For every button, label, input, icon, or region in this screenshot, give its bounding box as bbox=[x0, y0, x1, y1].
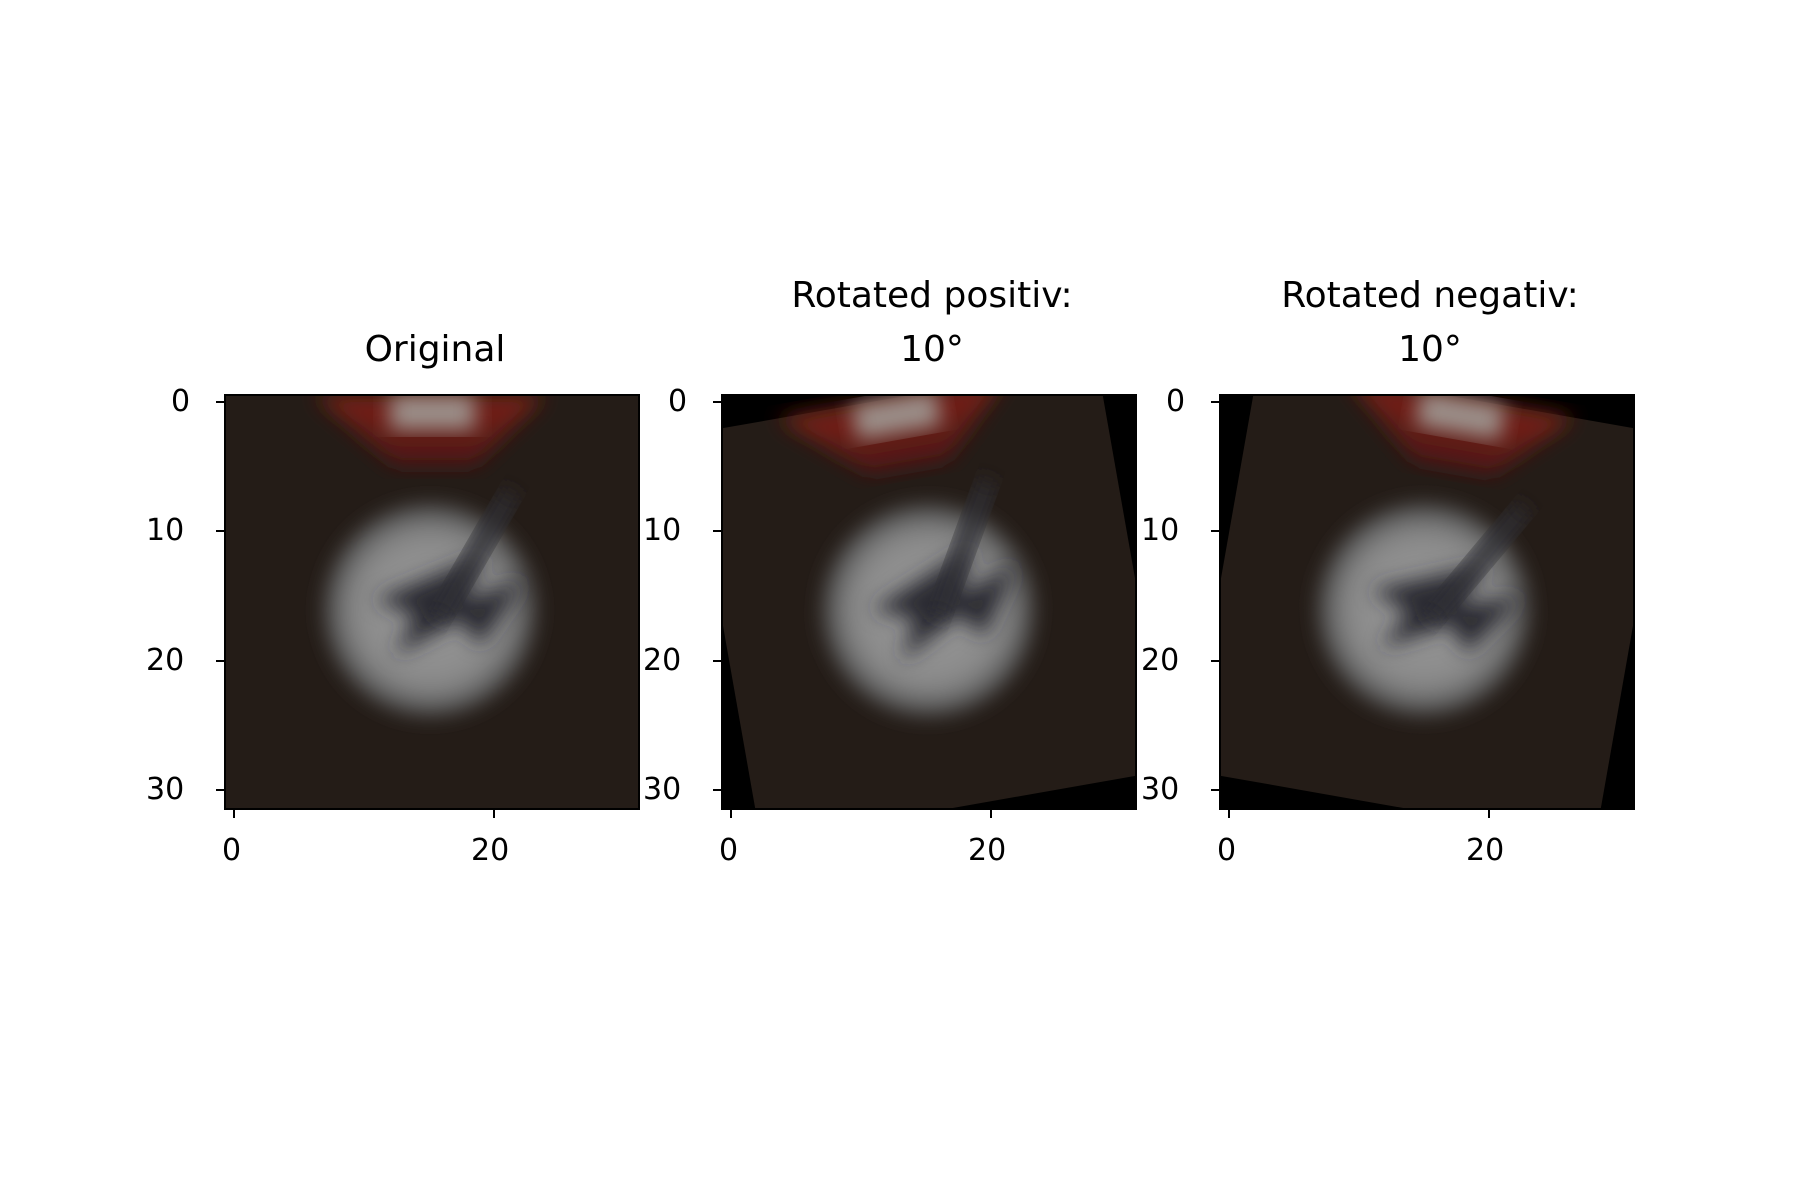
panel-1-ticks bbox=[216, 401, 495, 818]
panel-1-frame bbox=[224, 394, 640, 810]
panel-2-frame bbox=[721, 394, 1137, 810]
panel-3-ytick-0: 0 bbox=[1166, 384, 1186, 419]
panel-3-image bbox=[1187, 362, 1667, 842]
panel-2-title-line1: Rotated positiv: bbox=[791, 275, 1073, 316]
panel-2-ytick-10: 10 bbox=[643, 513, 682, 548]
panel-2-xtick-20: 20 bbox=[968, 833, 1007, 868]
panel-3-title-line2: 10° bbox=[1398, 329, 1462, 370]
panel-2-ticks bbox=[713, 401, 992, 818]
panel-1-xtick-20: 20 bbox=[471, 833, 510, 868]
panel-2-image bbox=[689, 362, 1169, 842]
panel-2-ytick-0: 0 bbox=[668, 384, 688, 419]
panel-3-ytick-30: 30 bbox=[1141, 772, 1180, 807]
panel-1-ytick-30: 30 bbox=[146, 772, 185, 807]
panel-2-title-line2: 10° bbox=[900, 329, 964, 370]
panel-1-ytick-10: 10 bbox=[146, 513, 185, 548]
panel-2-ytick-20: 20 bbox=[643, 643, 682, 678]
panel-1-ytick-0: 0 bbox=[171, 384, 191, 419]
panel-1-xtick-0: 0 bbox=[222, 833, 242, 868]
panel-2-xtick-0: 0 bbox=[719, 833, 739, 868]
panel-3-xtick-0: 0 bbox=[1217, 833, 1237, 868]
panel-3-title-line1: Rotated negativ: bbox=[1281, 275, 1579, 316]
panel-3-ytick-20: 20 bbox=[1141, 643, 1180, 678]
panel-3-frame bbox=[1219, 394, 1635, 810]
panel-3-ytick-10: 10 bbox=[1141, 513, 1180, 548]
panel-3-xtick-20: 20 bbox=[1466, 833, 1505, 868]
panel-1-image bbox=[225, 395, 639, 809]
panel-1-title-line1: Original bbox=[364, 329, 506, 370]
panel-2-ytick-30: 30 bbox=[643, 772, 682, 807]
panel-3-ticks bbox=[1211, 401, 1490, 818]
panel-1-ytick-20: 20 bbox=[146, 643, 185, 678]
